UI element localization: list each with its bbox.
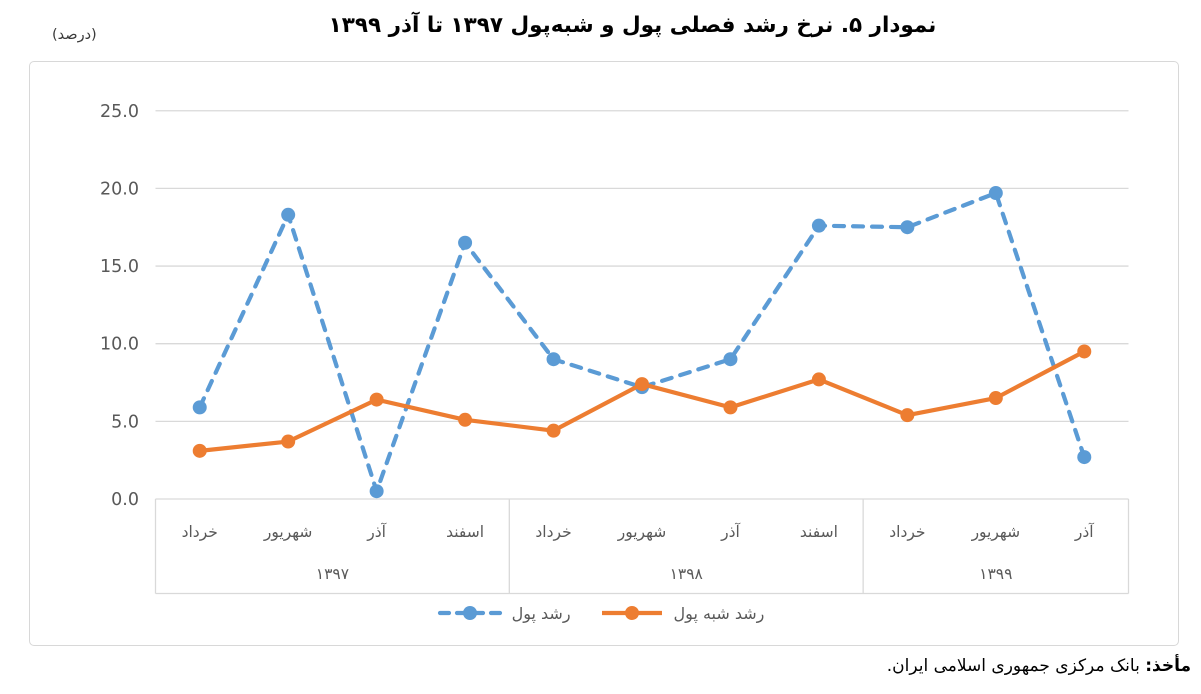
- legend-item-money-growth: رشد پول: [437, 603, 571, 623]
- data-point-marker: [988, 391, 1003, 406]
- year-group-label: ۱۳۹۹: [979, 565, 1012, 583]
- legend-label-money-growth: رشد پول: [511, 603, 571, 623]
- x-tick-label: اسفند: [800, 523, 838, 541]
- source-text: بانک مرکزی جمهوری اسلامی ایران.: [886, 656, 1140, 676]
- legend-label-quasi-money-growth: رشد شبه پول: [673, 603, 765, 623]
- y-axis-unit-label: (درصد): [52, 27, 97, 43]
- y-tick-label: 15.0: [100, 257, 139, 277]
- x-tick-label: خرداد: [182, 523, 218, 541]
- series-line-0: [197, 190, 1087, 494]
- dashed-line-marker-icon: [437, 606, 502, 620]
- y-tick-label: 10.0: [100, 335, 139, 355]
- source-label: مأخذ:: [1145, 656, 1191, 676]
- x-tick-label: شهریور: [971, 523, 1021, 542]
- data-point-marker: [635, 377, 649, 392]
- year-group-label: ۱۳۹۸: [670, 565, 703, 583]
- data-point-marker: [811, 372, 826, 387]
- series-line-1: [199, 349, 1086, 453]
- year-group-label: ۱۳۹۷: [316, 565, 349, 583]
- chart-title: نمودار ۵. نرخ رشد فصلی پول و شبه‌پول ۱۳۹…: [328, 13, 937, 38]
- data-point-marker: [988, 186, 1003, 201]
- y-tick-label: 20.0: [100, 179, 139, 199]
- x-tick-label: خرداد: [889, 523, 925, 541]
- x-tick-label: خرداد: [535, 523, 571, 541]
- x-tick-label: اسفند: [446, 523, 484, 541]
- legend-item-quasi-money-growth: رشد شبه پول: [599, 603, 765, 623]
- data-point-marker: [723, 352, 738, 367]
- data-point-marker: [900, 408, 915, 423]
- source-note: مأخذ: بانک مرکزی جمهوری اسلامی ایران.: [887, 656, 1191, 676]
- data-point-marker: [546, 352, 561, 367]
- data-point-marker: [546, 423, 561, 438]
- x-tick-label: شهریور: [617, 523, 667, 542]
- chart-area-border: [29, 61, 1179, 646]
- data-point-marker: [458, 412, 473, 427]
- data-point-marker: [281, 434, 296, 449]
- data-point-marker: [1077, 344, 1092, 359]
- data-point-marker: [1077, 450, 1092, 465]
- solid-line-marker-icon: [601, 606, 662, 620]
- data-point-marker: [723, 400, 738, 415]
- data-point-marker: [369, 392, 384, 407]
- y-tick-label: 5.0: [111, 412, 139, 432]
- x-tick-label: آذر: [366, 522, 386, 541]
- y-tick-label: 0.0: [111, 490, 139, 510]
- x-tick-label: شهریور: [263, 523, 313, 542]
- data-point-marker: [458, 235, 473, 250]
- data-point-marker: [281, 207, 296, 222]
- chart-legend: رشد پول رشد شبه پول: [0, 599, 1201, 627]
- y-tick-label: 25.0: [100, 102, 139, 122]
- x-tick-label: آذر: [720, 522, 740, 541]
- data-point-marker: [192, 400, 207, 415]
- data-point-marker: [369, 484, 384, 499]
- data-point-marker: [900, 220, 915, 235]
- x-tick-label: آذر: [1074, 522, 1094, 541]
- data-point-marker: [811, 218, 826, 233]
- data-point-marker: [192, 443, 207, 458]
